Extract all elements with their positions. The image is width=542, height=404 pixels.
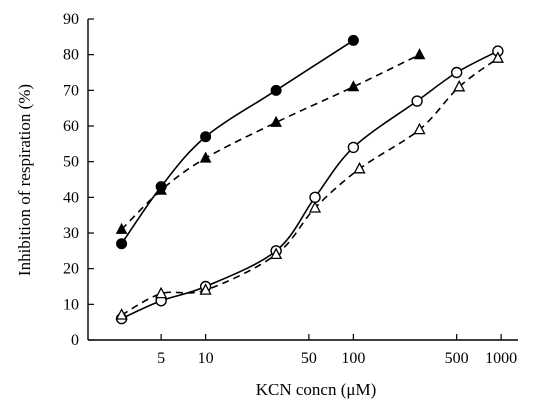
filled-triangle-marker: [115, 222, 128, 234]
open-triangle-marker: [491, 51, 504, 63]
filled-circle-marker: [270, 84, 282, 96]
open-circle-marker: [347, 141, 360, 154]
filled-triangle-marker: [413, 48, 426, 60]
open-triangle-marker: [353, 161, 366, 174]
open-triangle-marker: [413, 122, 426, 135]
y-axis-title: Inhibition of respiration (%): [15, 84, 34, 276]
y-tick-label: 90: [63, 11, 79, 28]
filled-circle-marker: [347, 34, 359, 46]
filled-circle-marker: [200, 131, 212, 143]
open-circle-marker: [450, 66, 463, 79]
open-triangle-marker: [453, 79, 466, 92]
y-tick-label: 0: [71, 332, 79, 349]
y-ticks: 0 10 20 30 40 50 60 70 80 90: [63, 11, 94, 349]
open-triangle-marker: [270, 247, 283, 260]
x-tick-label: 1000: [485, 350, 517, 367]
open-triangle-marker: [115, 308, 128, 320]
open-triangle-marker: [199, 283, 212, 295]
open-triangle-marker: [308, 201, 322, 213]
x-tick-label: 10: [198, 350, 214, 367]
axes: [87, 19, 518, 341]
series-markers: [115, 34, 504, 325]
filled-circle-marker: [116, 238, 128, 250]
y-tick-label: 60: [63, 118, 79, 135]
x-tick-label: 50: [301, 350, 317, 367]
y-tick-label: 80: [63, 47, 79, 64]
x-ticks: 5 10 50 100 500 1000: [157, 334, 517, 367]
series-filled-triangle-curve: [121, 53, 420, 230]
filled-triangle-marker: [347, 80, 360, 92]
y-tick-label: 70: [63, 82, 79, 99]
open-triangle-marker: [155, 286, 168, 299]
x-axis-title: KCN concn (μM): [256, 380, 377, 399]
x-tick-label: 100: [341, 350, 365, 367]
y-tick-label: 50: [63, 154, 79, 171]
x-tick-label: 500: [445, 350, 469, 367]
y-tick-label: 40: [63, 189, 79, 206]
y-tick-label: 10: [63, 296, 79, 313]
filled-triangle-marker: [199, 151, 212, 163]
open-circle-marker: [309, 191, 321, 204]
y-tick-label: 30: [63, 225, 79, 242]
series-filled-circle-curve: [120, 39, 354, 245]
y-tick-label: 20: [63, 261, 79, 278]
series-open-triangle-curve: [121, 57, 499, 316]
series-curves: [120, 39, 499, 320]
x-tick-label: 5: [157, 350, 165, 367]
filled-triangle-marker: [270, 115, 282, 127]
filled-triangle-marker: [155, 183, 167, 195]
series-open-circle-curve: [121, 50, 499, 320]
open-circle-marker: [411, 95, 423, 107]
